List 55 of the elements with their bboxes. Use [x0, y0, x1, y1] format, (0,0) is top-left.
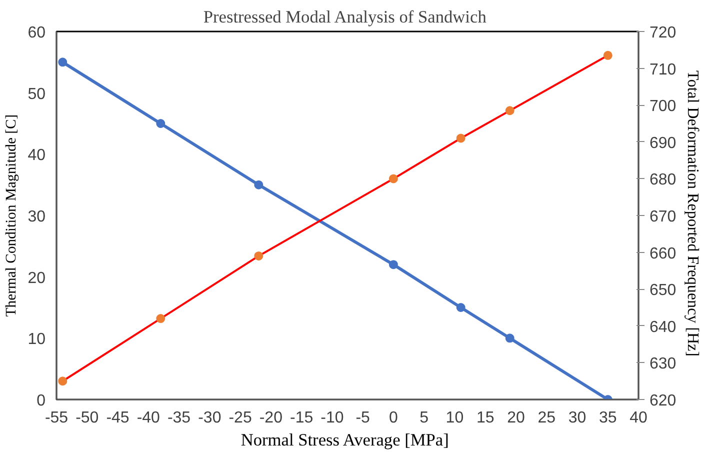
x-tick-label: -50 [76, 410, 99, 426]
y2-tick-label: 680 [650, 172, 676, 189]
point [505, 334, 514, 343]
x-tick-label: -30 [198, 410, 222, 426]
x-tick-label: 5 [420, 410, 429, 426]
x-tick-label: 15 [476, 410, 494, 426]
y2-tick-label: 650 [650, 282, 676, 300]
x-tick-label: -20 [259, 410, 283, 426]
x-tick-label: 30 [568, 410, 586, 426]
y-tick-label: 60 [28, 24, 46, 42]
y2-tick-label: 630 [650, 356, 676, 373]
x-tick-label: 40 [630, 410, 648, 426]
x-tick-label: 20 [507, 410, 525, 426]
point [603, 50, 612, 60]
x-tick-label: -25 [228, 410, 252, 426]
x-tick-label: 35 [598, 410, 617, 426]
x-tick-label: -10 [320, 410, 344, 426]
y2-tick-label: 700 [650, 98, 676, 116]
point [156, 314, 166, 324]
point [58, 58, 68, 67]
x-tick-label: -40 [136, 410, 160, 426]
y2-tick-label: 690 [650, 134, 676, 152]
x-tick-label: -45 [106, 410, 130, 426]
y-tick-label: 30 [28, 208, 46, 226]
x-tick-label: -35 [167, 410, 191, 426]
y2-axis-title: Total Deformation Reported Frequency [Hz] [684, 70, 702, 356]
y-axis-title: Thermal Condition Magnitude [C] [4, 114, 20, 317]
y-tick-label: 0 [36, 392, 46, 410]
x-tick-label: -55 [44, 410, 68, 426]
y2-tick-label: 710 [650, 61, 676, 78]
x-tick-label: 0 [389, 410, 398, 426]
point [58, 376, 68, 386]
x-tick-label: -5 [356, 410, 370, 426]
y-tick-label: 40 [28, 147, 46, 164]
x-tick-label: 25 [538, 410, 556, 426]
point [156, 119, 166, 128]
point [456, 303, 466, 312]
point [388, 260, 398, 270]
x-tick-label: 10 [446, 410, 464, 426]
point [388, 174, 398, 184]
y2-tick-label: 660 [650, 245, 676, 262]
point [456, 134, 466, 143]
point [505, 106, 514, 116]
y-tick-label: 10 [28, 331, 46, 348]
x-tick-label: -15 [290, 410, 314, 426]
point [254, 180, 264, 190]
chart-title: Prestressed Modal Analysis of Sandwich [203, 8, 487, 26]
y2-tick-label: 640 [650, 318, 676, 336]
y-tick-label: 50 [28, 86, 46, 103]
point [254, 251, 264, 260]
y-tick-label: 20 [28, 270, 46, 287]
y2-tick-label: 720 [650, 24, 676, 42]
y2-tick-label: 670 [650, 208, 676, 226]
x-axis-title: Normal Stress Average [MPa] [240, 430, 449, 450]
y2-tick-label: 620 [650, 392, 676, 410]
